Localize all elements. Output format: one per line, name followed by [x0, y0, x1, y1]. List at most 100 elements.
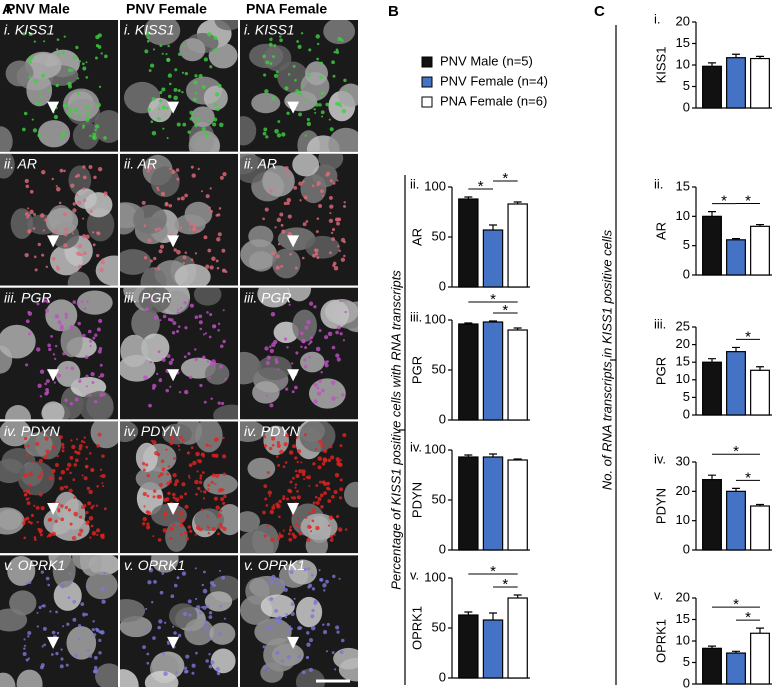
panel-letter: B	[388, 3, 399, 20]
rna-signal	[40, 663, 45, 667]
rna-signal	[173, 631, 177, 635]
rna-signal	[55, 185, 58, 188]
nucleus	[132, 204, 167, 234]
rna-signal	[22, 651, 27, 657]
rna-signal	[282, 465, 286, 468]
rna-signal	[163, 671, 168, 677]
rna-signal	[63, 35, 66, 38]
rna-signal	[27, 520, 31, 524]
rna-signal	[151, 97, 156, 101]
rna-signal	[193, 228, 197, 232]
rna-signal	[294, 456, 298, 460]
rna-signal	[158, 619, 163, 624]
rna-signal	[36, 302, 40, 306]
nucleus	[214, 20, 238, 31]
rna-signal	[284, 461, 288, 464]
rna-signal	[37, 474, 43, 479]
rna-signal	[92, 231, 95, 234]
rna-signal	[181, 571, 187, 576]
rna-signal	[292, 534, 297, 539]
bar	[726, 351, 746, 416]
rna-signal	[174, 68, 178, 72]
rna-signal	[142, 645, 146, 650]
rna-signal	[263, 127, 268, 132]
rna-signal	[213, 437, 219, 443]
bar	[482, 619, 504, 679]
rna-signal	[301, 472, 306, 477]
rna-signal	[98, 651, 102, 655]
rna-signal	[292, 64, 296, 68]
micrograph	[120, 287, 238, 420]
rna-signal	[222, 339, 226, 344]
rna-signal	[27, 332, 31, 336]
rna-signal	[142, 468, 146, 472]
rna-signal	[202, 497, 206, 500]
error-bar	[464, 611, 473, 615]
rna-signal	[340, 257, 346, 262]
rna-signal	[274, 358, 278, 362]
rna-signal	[202, 333, 206, 336]
rna-signal	[35, 441, 40, 447]
rna-signal	[286, 629, 290, 634]
rna-signal	[152, 535, 155, 538]
rna-signal	[31, 461, 34, 464]
rna-signal	[147, 580, 152, 585]
rna-signal	[73, 463, 78, 467]
rna-signal	[206, 525, 209, 528]
rna-signal	[60, 657, 64, 661]
rna-signal	[54, 314, 60, 319]
nucleus	[262, 165, 295, 197]
rna-signal	[88, 654, 93, 658]
rna-signal	[321, 115, 324, 118]
rna-signal	[36, 520, 39, 524]
rna-signal	[276, 582, 280, 586]
rna-signal	[205, 659, 209, 663]
rna-signal	[99, 373, 105, 378]
rna-signal	[27, 229, 32, 234]
rna-signal	[150, 63, 155, 68]
rna-signal	[23, 490, 26, 493]
rna-signal	[185, 536, 189, 541]
rna-signal	[100, 260, 105, 265]
rna-signal	[219, 605, 222, 608]
rna-signal	[315, 34, 320, 39]
rna-signal	[179, 533, 183, 536]
rna-signal	[194, 92, 198, 95]
rna-signal	[171, 170, 176, 174]
rna-signal	[210, 660, 215, 665]
rna-signal	[45, 308, 50, 313]
rna-signal	[320, 371, 323, 374]
nucleus	[7, 556, 36, 586]
rna-signal	[339, 332, 343, 336]
rna-signal	[282, 582, 286, 587]
rna-signal	[40, 73, 46, 79]
rna-signal	[339, 459, 342, 462]
rna-signal	[264, 497, 268, 501]
rna-signal	[316, 386, 320, 390]
y-axis-label: OPRK1	[409, 606, 424, 650]
rna-signal	[204, 133, 209, 138]
nucleus	[95, 663, 118, 688]
rna-signal	[152, 636, 156, 640]
rna-signal	[98, 85, 102, 88]
rna-signal	[82, 165, 86, 169]
column-header: PNV Male	[6, 1, 70, 17]
rna-signal	[166, 472, 170, 476]
rna-signal	[78, 244, 82, 249]
rna-signal	[96, 231, 101, 236]
nucleus	[209, 622, 236, 645]
rna-signal	[147, 165, 153, 171]
rna-signal	[187, 525, 192, 529]
rna-signal	[286, 173, 290, 177]
rna-signal	[101, 258, 104, 261]
chart-numeral: ii.	[410, 176, 419, 191]
rna-signal	[182, 122, 187, 127]
rna-signal	[334, 472, 340, 478]
rna-signal	[179, 510, 184, 515]
rna-signal	[45, 265, 48, 269]
rna-signal	[344, 89, 348, 92]
rna-signal	[187, 352, 191, 356]
rna-signal	[194, 348, 197, 351]
rna-signal	[327, 331, 333, 337]
